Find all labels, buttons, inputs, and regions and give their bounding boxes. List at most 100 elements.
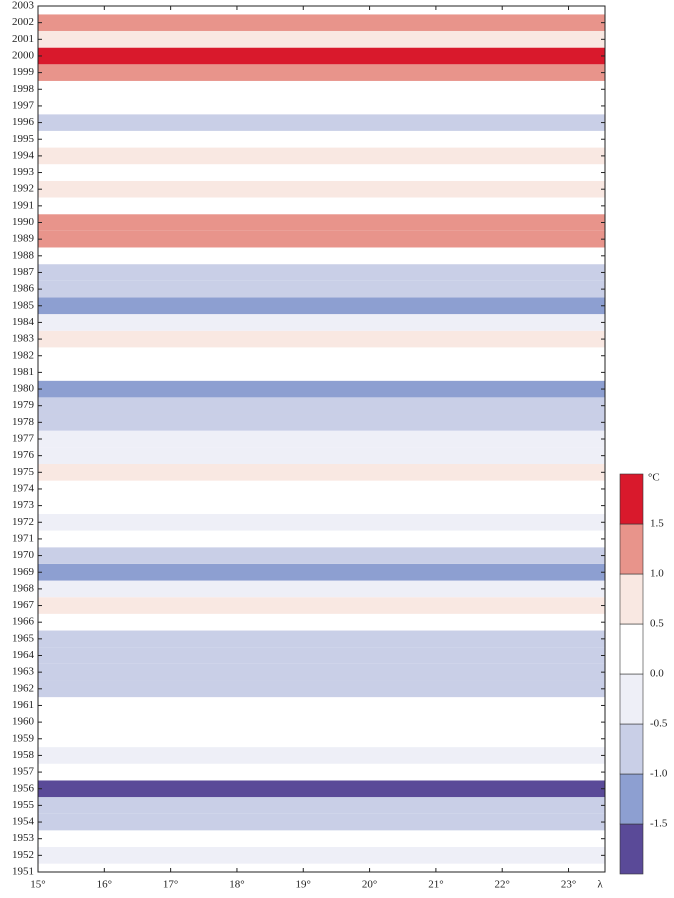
heat-band	[38, 314, 605, 331]
heat-band	[38, 114, 605, 131]
y-tick-label: 2003	[12, 0, 35, 12]
y-tick-label: 1999	[12, 66, 35, 78]
y-tick-label: 1992	[12, 183, 34, 195]
y-tick-label: 1989	[12, 233, 35, 245]
y-tick-label: 1955	[12, 799, 35, 811]
x-tick-label: 20°	[362, 879, 377, 891]
heat-band	[38, 697, 605, 714]
y-tick-label: 1966	[12, 616, 35, 628]
y-tick-label: 1987	[12, 266, 35, 278]
y-tick-label: 1956	[12, 782, 35, 794]
heat-band	[38, 530, 605, 548]
y-tick-label: 1952	[12, 849, 34, 861]
colorbar-label: °C	[648, 472, 660, 484]
heat-band	[38, 397, 605, 415]
heat-band	[38, 797, 605, 814]
heat-band	[38, 713, 605, 731]
heat-band	[38, 164, 605, 181]
x-axis-label: λ	[597, 879, 603, 891]
heat-band	[38, 214, 605, 231]
x-tick-label: 16°	[97, 879, 112, 891]
x-tick-label: 19°	[296, 879, 311, 891]
colorbar-tick-label: -1.5	[650, 818, 668, 830]
y-tick-label: 1979	[12, 399, 35, 411]
heat-band	[38, 813, 605, 831]
y-tick-label: 1970	[12, 549, 35, 561]
heat-band	[38, 14, 605, 31]
y-tick-label: 2002	[12, 16, 34, 28]
heat-band	[38, 330, 605, 348]
colorbar-box	[619, 823, 644, 875]
heat-band	[38, 497, 605, 514]
heat-band	[38, 597, 605, 614]
x-tick-label: 21°	[428, 879, 443, 891]
heat-band	[38, 430, 605, 448]
heat-band	[38, 730, 605, 748]
heat-band	[38, 447, 605, 464]
heat-band	[38, 414, 605, 431]
heat-band	[38, 563, 605, 581]
y-tick-label: 1977	[12, 433, 35, 445]
x-tick-label: 22°	[495, 879, 510, 891]
heat-band	[38, 197, 605, 215]
y-tick-label: 1998	[12, 83, 35, 95]
heat-band	[38, 647, 605, 664]
heat-band	[38, 6, 605, 15]
y-tick-label: 1960	[12, 716, 35, 728]
colorbar-tick-label: -0.5	[650, 718, 668, 730]
y-tick-label: 1964	[12, 649, 35, 661]
y-tick-label: 1986	[12, 283, 35, 295]
heat-band	[38, 347, 605, 365]
y-tick-label: 1980	[12, 383, 35, 395]
heat-band	[38, 513, 605, 531]
y-tick-label: 1959	[12, 732, 35, 744]
heat-band	[38, 830, 605, 848]
y-tick-label: 1996	[12, 116, 35, 128]
y-tick-label: 2000	[12, 49, 35, 61]
x-tick-label: 17°	[163, 879, 178, 891]
colorbar-box	[619, 523, 644, 575]
heat-band	[38, 780, 605, 798]
heat-band	[38, 364, 605, 381]
y-tick-label: 1961	[12, 699, 34, 711]
y-tick-label: 1951	[12, 866, 34, 878]
y-tick-label: 1973	[12, 499, 35, 511]
heat-band	[38, 30, 605, 48]
y-tick-label: 1957	[12, 766, 35, 778]
colorbar-tick-label: 1.0	[650, 568, 664, 580]
y-tick-label: 1994	[12, 149, 35, 161]
heat-band	[38, 130, 605, 148]
colorbar-tick-label: 1.5	[650, 518, 664, 530]
y-tick-label: 1982	[12, 349, 34, 361]
heat-band	[38, 64, 605, 81]
heat-band	[38, 247, 605, 265]
heat-band	[38, 680, 605, 698]
y-tick-label: 1985	[12, 299, 35, 311]
heat-band	[38, 80, 605, 98]
y-tick-label: 1984	[12, 316, 35, 328]
y-tick-label: 1993	[12, 166, 35, 178]
heat-band	[38, 230, 605, 248]
heat-band	[38, 747, 605, 764]
y-tick-label: 1971	[12, 532, 34, 544]
heat-band	[38, 463, 605, 481]
y-tick-label: 1990	[12, 216, 35, 228]
y-tick-label: 1983	[12, 333, 35, 345]
x-tick-label: 18°	[229, 879, 244, 891]
colorbar-box	[619, 723, 644, 775]
x-tick-label: 15°	[30, 879, 45, 891]
heat-band	[38, 763, 605, 781]
y-tick-label: 1972	[12, 516, 34, 528]
y-tick-label: 1988	[12, 249, 35, 261]
colorbar-box	[619, 773, 644, 825]
colorbar-box	[619, 623, 644, 675]
y-tick-label: 1991	[12, 199, 34, 211]
y-tick-label: 1969	[12, 566, 35, 578]
heat-band	[38, 47, 605, 65]
heat-band	[38, 264, 605, 281]
y-tick-label: 1981	[12, 366, 34, 378]
colorbar-tick-label: -1.0	[650, 768, 668, 780]
heat-band	[38, 847, 605, 864]
colorbar-box	[619, 473, 644, 525]
